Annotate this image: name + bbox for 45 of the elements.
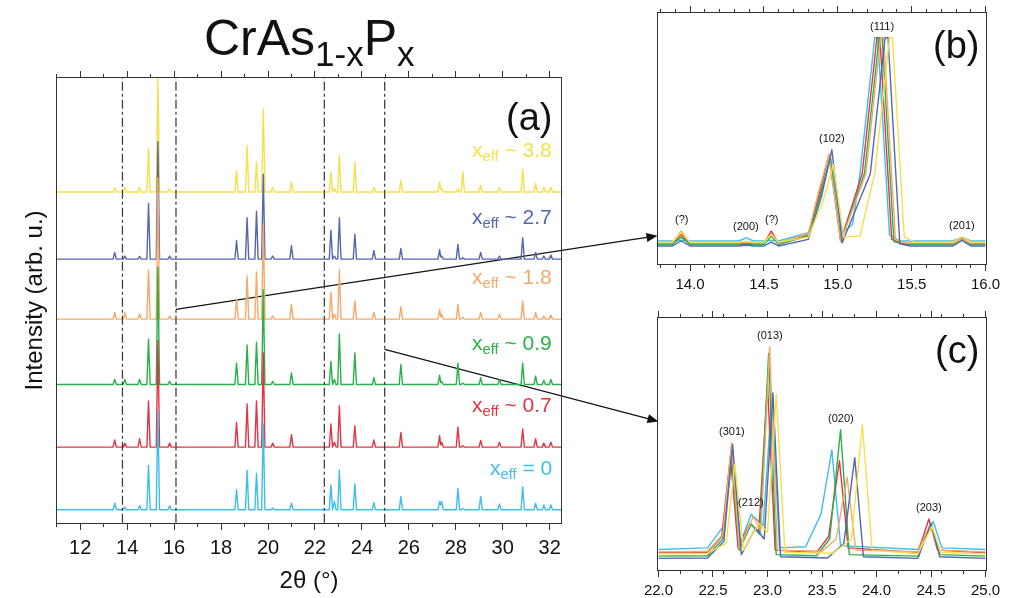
annotation: (013) — [757, 329, 783, 341]
x-tick-label: 22.0 — [643, 581, 674, 598]
x-tick-label: 22 — [303, 535, 327, 558]
annotation: (301) — [719, 425, 745, 437]
x-tick-label: 24 — [350, 535, 374, 558]
annotation: (201) — [949, 219, 975, 231]
annotation: (b) — [933, 24, 980, 66]
x-tick-label: 18 — [209, 535, 233, 558]
x-tick-label: 14 — [116, 535, 139, 558]
x-tick-label: 23.5 — [807, 581, 837, 598]
series-label: x$_{eff}$ ~ 3.8 — [472, 138, 552, 165]
x-tick-label: 24.5 — [916, 581, 946, 598]
annotation: (111) — [870, 20, 895, 32]
annotation: (a) — [506, 96, 553, 138]
x-tick-label: 20 — [256, 535, 280, 558]
annotation: (200) — [733, 220, 759, 232]
x-tick-label: 32 — [538, 535, 561, 558]
series-label: x$_{eff}$ ~ 2.7 — [472, 205, 552, 232]
series-label: x$_{eff}$ = 0 — [490, 456, 553, 483]
annotation: (102) — [819, 132, 845, 144]
x-tick-label: 14.5 — [749, 275, 779, 293]
annotation: (203) — [916, 501, 942, 513]
x-tick-label: 23.0 — [752, 581, 783, 598]
annotation: (?) — [675, 213, 689, 225]
x-tick-label: 16.0 — [970, 275, 1001, 293]
x-tick-label: 12 — [69, 535, 92, 558]
x-tick-label: 25.0 — [970, 581, 1001, 598]
chart-title: CrAs$_{1-x}$P$_{x}$ — [204, 10, 416, 73]
series-label: x$_{eff}$ ~ 0.9 — [472, 331, 552, 358]
x-tick-label: 24.0 — [861, 581, 892, 598]
x-tick-label: 16 — [162, 535, 186, 558]
annotation: (c) — [935, 329, 980, 371]
x-tick-label: 22.5 — [698, 581, 728, 598]
x-tick-label: 15.5 — [897, 275, 927, 293]
x-tick-label: 14.0 — [675, 275, 705, 293]
x-axis-title: 2θ (°) — [279, 566, 339, 594]
annotation: (020) — [828, 412, 854, 424]
x-tick-label: 15.0 — [823, 275, 853, 293]
annotation: (?) — [765, 213, 779, 225]
series-label: x$_{eff}$ ~ 0.7 — [472, 393, 552, 420]
series-label: x$_{eff}$ ~ 1.8 — [472, 265, 552, 292]
x-tick-label: 28 — [444, 535, 467, 558]
y-axis-title: Intensity (arb. u.) — [19, 210, 47, 391]
x-tick-label: 30 — [491, 535, 514, 558]
x-tick-label: 26 — [397, 535, 420, 558]
